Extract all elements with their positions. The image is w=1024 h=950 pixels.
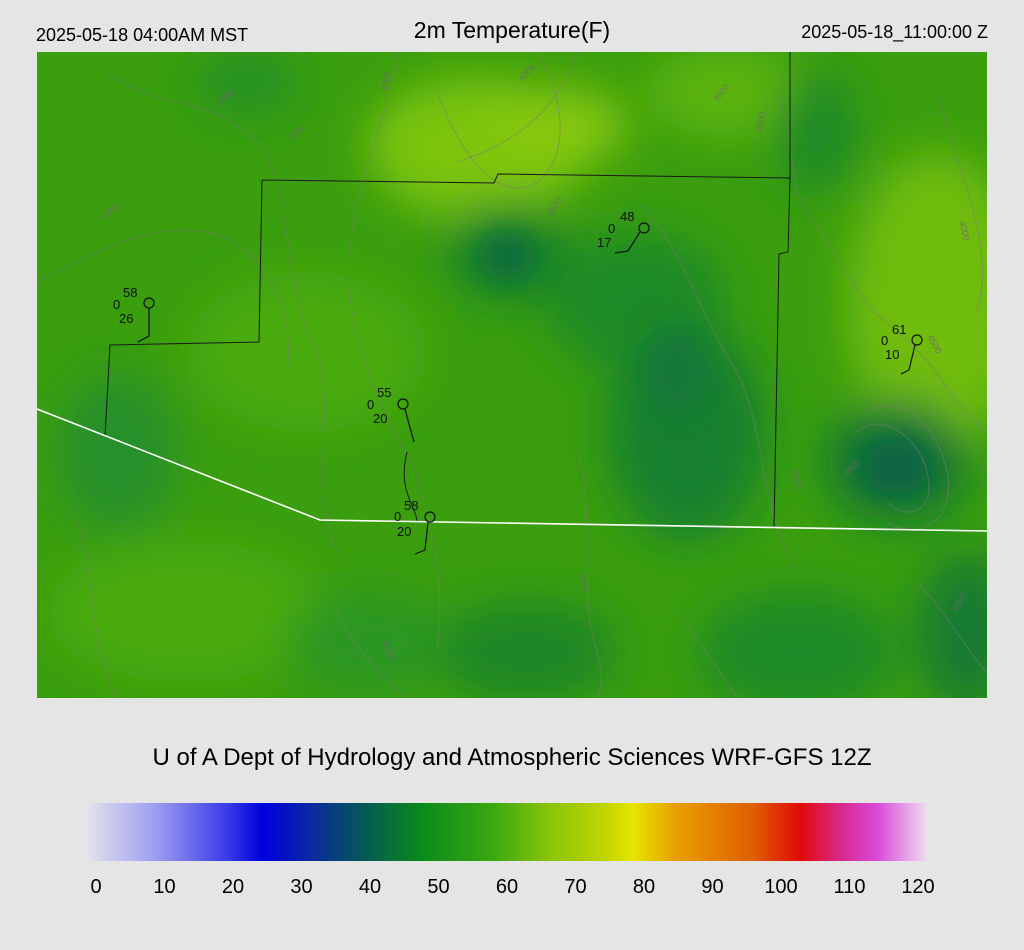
colorbar-tick-label: 40 [358, 876, 382, 898]
colorbar-tick-label: 90 [701, 876, 724, 898]
station-dewpoint: 20 [373, 411, 387, 426]
station-value: 0 [881, 333, 888, 348]
station-dewpoint: 20 [397, 524, 411, 539]
colorbar-ticks: 0 10 20 30 40 50 60 70 80 90 100 110 120 [0, 876, 1024, 900]
station-value: 0 [113, 297, 120, 312]
station-plots: 58 0 26 55 0 20 58 0 20 48 [113, 209, 923, 555]
station-value: 0 [367, 397, 374, 412]
station-value: 0 [608, 221, 615, 236]
station-marker [397, 398, 409, 410]
colorbar-tick-label: 50 [427, 876, 450, 898]
map-title: 2m Temperature(F) [413, 17, 611, 43]
contour-label: 4000 [754, 111, 767, 132]
colorbar-tick-label: 70 [564, 876, 587, 898]
station-temperature: 58 [404, 498, 418, 513]
station-temperature: 58 [123, 285, 137, 300]
station-temperature: 48 [620, 209, 634, 224]
wind-barb [414, 521, 429, 555]
station-value: 0 [394, 509, 401, 524]
model-credit: U of A Dept of Hydrology and Atmospheric… [152, 744, 872, 771]
colorbar-tick-label: 100 [764, 876, 798, 898]
station-temperature: 61 [892, 322, 906, 337]
colorbar-tick-label: 60 [495, 876, 519, 898]
station-plot: 61 0 10 [881, 322, 923, 375]
station-dewpoint: 26 [119, 311, 133, 326]
colorbar-tick-label: 80 [632, 876, 656, 898]
temperature-colorbar [88, 803, 926, 861]
colorbar-tick-label: 30 [290, 876, 313, 898]
colorbar-tick-label: 0 [90, 876, 102, 898]
state-border [37, 408, 987, 532]
contour-label: 4000 [790, 469, 803, 490]
station-plot: 58 0 20 [394, 498, 436, 555]
colorbar-tick-label: 10 [153, 876, 176, 898]
local-time-label: 2025-05-18 04:00AM MST [36, 25, 249, 45]
station-dewpoint: 17 [597, 235, 611, 250]
temperature-map: 4500 3500 3000 4000 4000 4000 4500 4500 … [37, 52, 987, 698]
station-dewpoint: 10 [885, 347, 899, 362]
colorbar-tick-label: 110 [833, 876, 866, 898]
contour-label: 3000 [379, 71, 392, 92]
station-marker [638, 222, 650, 234]
station-plot: 55 0 20 [367, 385, 415, 443]
station-plot: 58 0 26 [113, 285, 155, 343]
colorbar-tick-label: 120 [901, 876, 935, 898]
station-plot: 48 0 17 [597, 209, 650, 254]
station-marker [911, 334, 923, 346]
wind-barb [900, 344, 916, 375]
wind-barb [137, 308, 150, 343]
valid-time-label: 2025-05-18_11:00:00 Z [801, 22, 988, 42]
wind-barb [614, 231, 641, 254]
colorbar-tick-label: 20 [221, 876, 245, 898]
station-temperature: 55 [377, 385, 391, 400]
boundary-lines [104, 52, 791, 530]
station-marker [424, 511, 436, 523]
wind-barb [404, 408, 415, 443]
